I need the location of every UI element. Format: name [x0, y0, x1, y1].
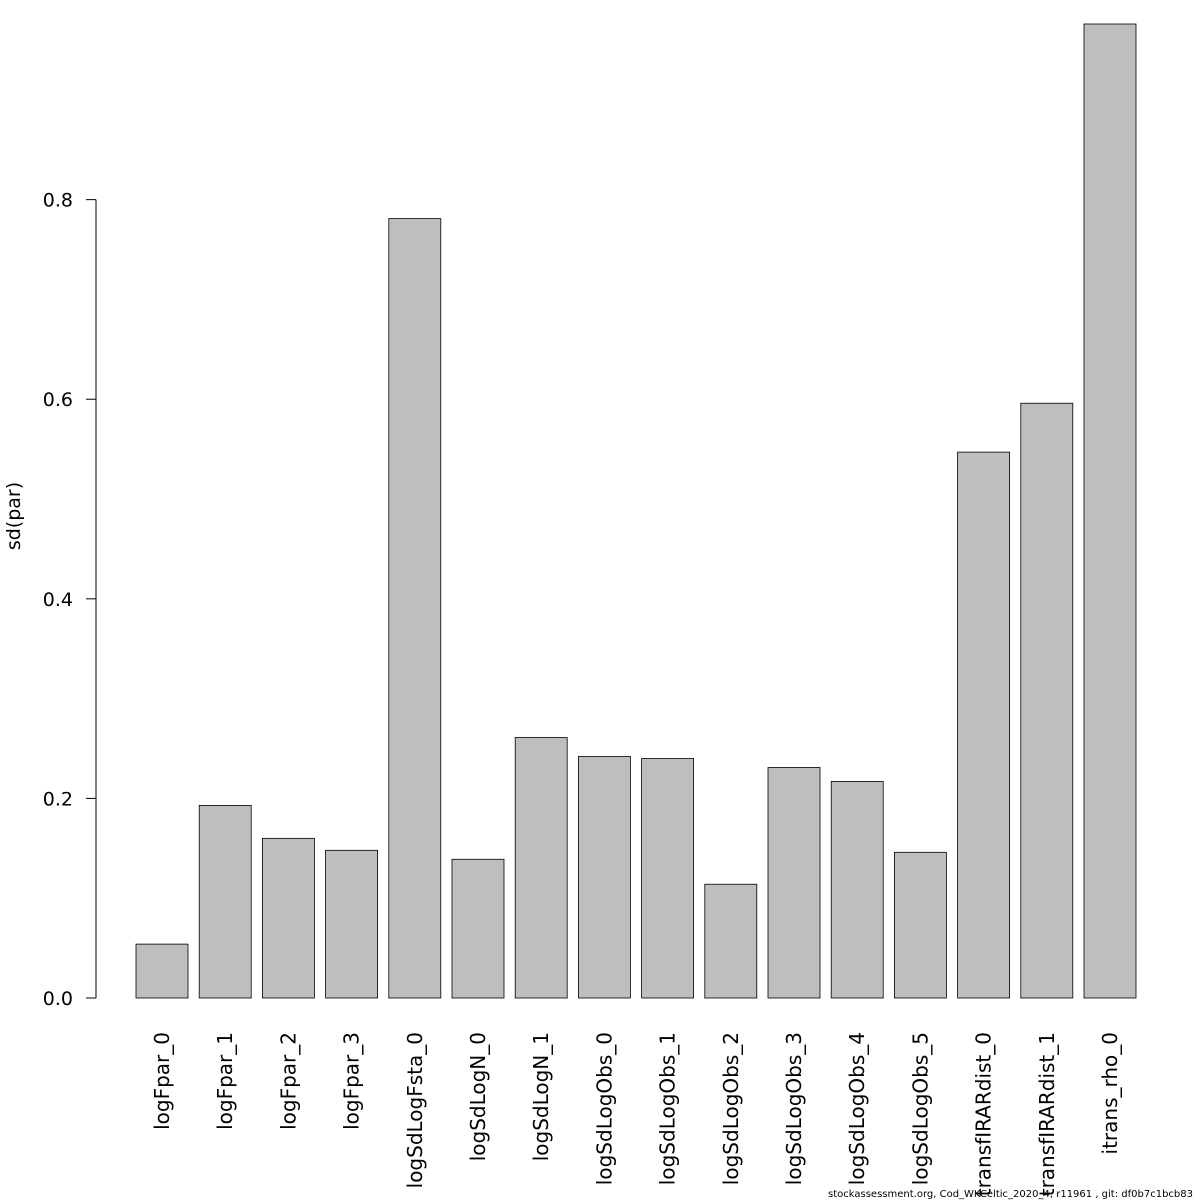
x-tick-label-logSdLogObs_2: logSdLogObs_2: [719, 1032, 743, 1185]
bar-logFpar_2: [261, 837, 315, 999]
bar-itrans_rho_0: [1083, 23, 1137, 999]
bar-logSdLogObs_3: [767, 767, 821, 999]
bar-logSdLogObs_5: [894, 851, 947, 999]
bar-logSdLogObs_4: [830, 781, 884, 999]
x-tick-label-logSdLogN_0: logSdLogN_0: [466, 1032, 490, 1161]
category-labels: logFpar_0 logFpar_1 logFpar_2 logFpar_3 logS…: [150, 1032, 1122, 1196]
x-tick-label-logSdLogN_1: logSdLogN_1: [529, 1032, 553, 1161]
footer-credit: stockassessment.org, Cod_WKCeltic_2020_4…: [828, 1189, 1193, 1200]
x-tick-label-transfIRARdist_0: transfIRARdist_0: [972, 1032, 996, 1196]
bar-logFpar_0: [135, 943, 189, 999]
bar-logSdLogN_1: [514, 737, 568, 999]
x-tick-label-logSdLogObs_4: logSdLogObs_4: [845, 1032, 869, 1185]
x-tick-label-logFpar_3: logFpar_3: [340, 1032, 364, 1130]
y-tick-label: 0.2: [43, 788, 73, 810]
y-tick-label: 0.4: [43, 589, 73, 611]
x-tick-label-logFpar_2: logFpar_2: [276, 1032, 300, 1130]
bar-logSdLogN_0: [451, 858, 505, 999]
x-tick-label-logSdLogObs_1: logSdLogObs_1: [656, 1032, 680, 1185]
bars: [135, 23, 1137, 999]
x-tick-label-logSdLogFsta_0: logSdLogFsta_0: [403, 1032, 427, 1188]
bar-logSdLogObs_0: [578, 756, 631, 999]
y-tick-label: 0.8: [43, 190, 73, 212]
bar-logFpar_1: [198, 804, 252, 999]
x-tick-label-logSdLogObs_5: logSdLogObs_5: [908, 1032, 932, 1185]
y-axis-label: sd(par): [3, 482, 25, 550]
bar-transfIRARdist_1: [1020, 402, 1074, 999]
bar-transfIRARdist_0: [957, 451, 1010, 999]
y-tick-label: 0.0: [43, 988, 73, 1010]
x-tick-label-logFpar_1: logFpar_1: [213, 1032, 237, 1130]
y-tick-label: 0.6: [43, 389, 73, 411]
y-axis: 0.0 0.2 0.4 0.6 0.8: [43, 190, 97, 1010]
bar-logSdLogObs_2: [704, 883, 758, 999]
x-tick-label-logSdLogObs_3: logSdLogObs_3: [782, 1032, 806, 1185]
bar-logFpar_3: [325, 849, 379, 999]
x-tick-label-logSdLogObs_0: logSdLogObs_0: [592, 1032, 616, 1185]
x-tick-label-itrans_rho_0: itrans_rho_0: [1098, 1032, 1122, 1154]
x-tick-label-transfIRARdist_1: transfIRARdist_1: [1035, 1032, 1059, 1196]
bar-logSdLogFsta_0: [388, 218, 442, 999]
x-tick-label-logFpar_0: logFpar_0: [150, 1032, 174, 1130]
bar-logSdLogObs_1: [641, 758, 694, 999]
